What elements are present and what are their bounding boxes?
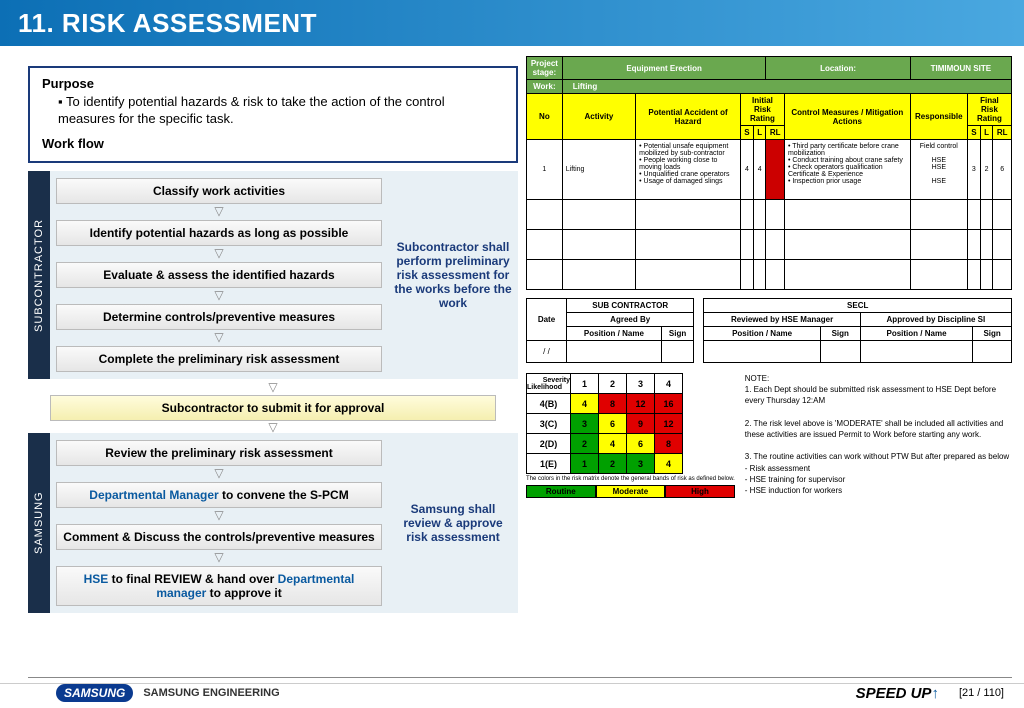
- page-number: [21 / 110]: [959, 687, 1004, 699]
- samsung-logo: SAMSUNG: [56, 684, 133, 702]
- arrow-down-icon: ▽: [28, 423, 518, 433]
- arrow-down-icon: ▽: [28, 383, 518, 393]
- arrow-down-icon: ▽: [56, 553, 382, 563]
- subcontractor-flow: SUBCONTRACTOR Classify work activities ▽…: [28, 171, 518, 379]
- matrix-row: 1(E) 1 2 3 4: [527, 454, 683, 474]
- purpose-text: To identify potential hazards & risk to …: [42, 94, 504, 128]
- subcontractor-desc: Subcontractor shall perform preliminary …: [388, 171, 518, 379]
- arrow-down-icon: ▽: [56, 333, 382, 343]
- purpose-box: Purpose To identify potential hazards & …: [28, 66, 518, 163]
- samsung-steps: Review the preliminary risk assessment ▽…: [50, 433, 388, 613]
- footer-divider: [28, 677, 1012, 678]
- flow-step: Classify work activities: [56, 178, 382, 204]
- flow-step: HSE to final REVIEW & hand over Departme…: [56, 566, 382, 606]
- speedup-logo: SPEED UP↑: [856, 685, 939, 702]
- workflow-title: Work flow: [42, 136, 504, 151]
- arrow-down-icon: ▽: [56, 291, 382, 301]
- signoff-table: Date SUB CONTRACTOR SECL Agreed By Revie…: [526, 298, 1012, 363]
- matrix-row: 4(B) 4 8 12 16: [527, 394, 683, 414]
- subcontractor-steps: Classify work activities ▽ Identify pote…: [50, 171, 388, 379]
- risk-form-table: Project stage: Equipment Erection Locati…: [526, 56, 1012, 290]
- flow-step: Comment & Discuss the controls/preventiv…: [56, 524, 382, 550]
- flow-step: Complete the preliminary risk assessment: [56, 346, 382, 372]
- flow-step: Identify potential hazards as long as po…: [56, 220, 382, 246]
- legend-caption: The colors in the risk matrix denote the…: [526, 476, 735, 482]
- subcontractor-label: SUBCONTRACTOR: [28, 171, 50, 379]
- company-name: SAMSUNG ENGINEERING: [143, 687, 279, 699]
- samsung-flow: SAMSUNG Review the preliminary risk asse…: [28, 433, 518, 613]
- table-row: [527, 230, 1012, 260]
- flow-step: Review the preliminary risk assessment: [56, 440, 382, 466]
- flow-step: Evaluate & assess the identified hazards: [56, 262, 382, 288]
- content-area: Purpose To identify potential hazards & …: [0, 46, 1024, 613]
- table-row: [527, 260, 1012, 290]
- matrix-row: 3(C) 3 6 9 12: [527, 414, 683, 434]
- risk-matrix-area: Severity Likelihood 1 2 3 4 4(B) 4 8 12 …: [526, 373, 1012, 498]
- page-title: 11. RISK ASSESSMENT: [18, 8, 317, 39]
- legend-bar: Routine Moderate High: [526, 485, 735, 498]
- flow-step: Determine controls/preventive measures: [56, 304, 382, 330]
- right-column: Project stage: Equipment Erection Locati…: [526, 56, 1012, 613]
- flow-step: Departmental Manager to convene the S-PC…: [56, 482, 382, 508]
- risk-matrix: Severity Likelihood 1 2 3 4 4(B) 4 8 12 …: [526, 373, 735, 498]
- table-row: [527, 200, 1012, 230]
- submit-step: Subcontractor to submit it for approval: [50, 395, 496, 421]
- arrow-down-icon: ▽: [56, 207, 382, 217]
- arrow-down-icon: ▽: [56, 249, 382, 259]
- samsung-desc: Samsung shall review & approve risk asse…: [388, 433, 518, 613]
- arrow-down-icon: ▽: [56, 469, 382, 479]
- samsung-label: SAMSUNG: [28, 433, 50, 613]
- title-header: 11. RISK ASSESSMENT: [0, 0, 1024, 46]
- table-row: 1 Lifting • Potential unsafe equipment m…: [527, 140, 1012, 200]
- matrix-row: 2(D) 2 4 6 8: [527, 434, 683, 454]
- notes-block: NOTE: 1. Each Dept should be submitted r…: [745, 373, 1012, 498]
- left-column: Purpose To identify potential hazards & …: [28, 56, 518, 613]
- purpose-title: Purpose: [42, 76, 504, 91]
- page-footer: SAMSUNG SAMSUNG ENGINEERING SPEED UP↑ [2…: [0, 683, 1024, 702]
- arrow-down-icon: ▽: [56, 511, 382, 521]
